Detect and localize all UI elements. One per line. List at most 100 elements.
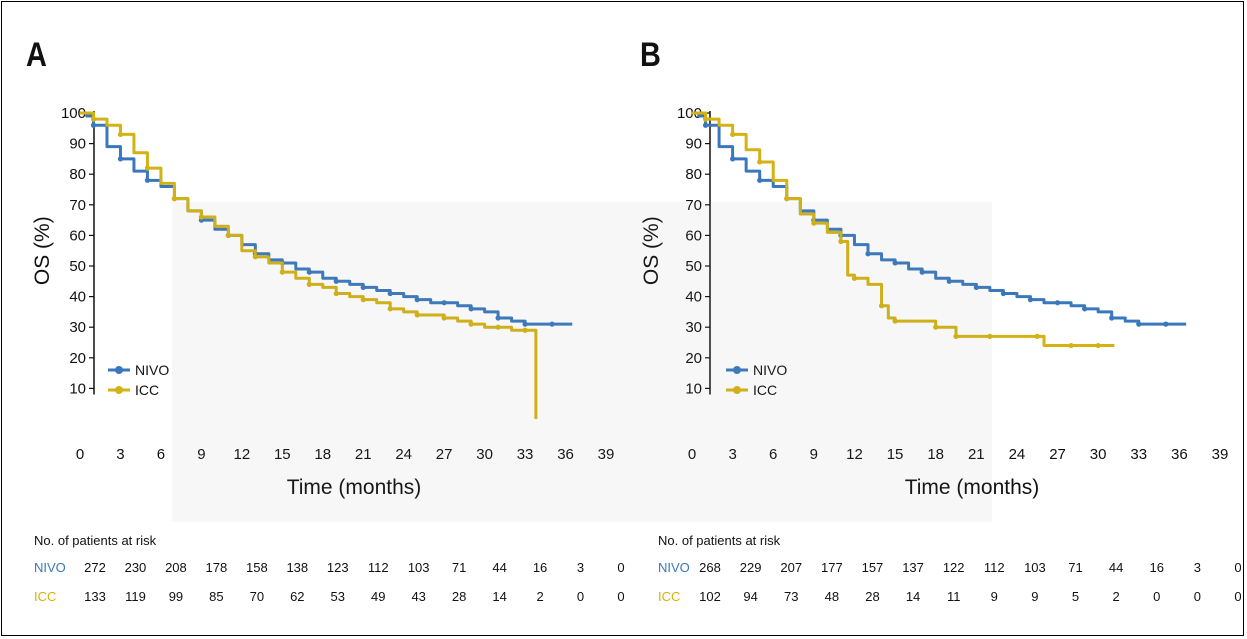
risk-cell: 9: [990, 589, 998, 604]
censor-mark: [198, 214, 204, 220]
risk-cell: 99: [168, 589, 184, 604]
risk-cell: 208: [165, 560, 187, 575]
x-tick-label: 18: [927, 446, 944, 463]
risk-cell: 230: [124, 560, 147, 575]
legend-label: ICC: [753, 382, 777, 398]
censor-mark: [946, 278, 952, 284]
x-tick-label: 39: [598, 446, 615, 463]
x-tick-label: 33: [1130, 446, 1147, 463]
censor-mark: [838, 238, 844, 245]
legend-label: NIVO: [753, 362, 787, 378]
risk-cell: 133: [84, 589, 106, 604]
censor-mark: [306, 269, 312, 275]
risk-cell: 44: [492, 560, 507, 575]
risk-cell: 103: [1024, 560, 1046, 575]
risk-cell: 14: [492, 589, 507, 604]
censor-mark: [360, 284, 366, 291]
censor-mark: [953, 333, 959, 339]
censor-mark: [333, 278, 339, 284]
risk-cell: 0: [1234, 589, 1242, 604]
risk-cell: 272: [84, 560, 106, 575]
x-tick-label: 36: [1171, 446, 1188, 463]
risk-cell: 157: [861, 560, 884, 575]
y-tick-label: 100: [61, 105, 86, 122]
panel-letter-a: A: [26, 36, 47, 74]
censor-mark: [414, 297, 420, 303]
risk-cell: 138: [286, 560, 309, 575]
y-tick-label: 40: [69, 289, 86, 306]
censor-mark: [279, 269, 285, 275]
x-tick-label: 21: [968, 446, 985, 463]
x-tick-label: 12: [846, 446, 863, 463]
risk-cell: 0: [1153, 589, 1161, 604]
censor-mark: [117, 131, 124, 138]
risk-cell: 14: [905, 589, 921, 604]
censor-mark: [1082, 306, 1088, 312]
risk-cell: 9: [1031, 589, 1039, 604]
y-axis-title: OS (%): [31, 216, 54, 285]
risk-cell: 119: [125, 589, 146, 604]
risk-cell: 0: [576, 589, 585, 604]
x-axis-title: Time (months): [905, 476, 1040, 499]
censor-mark: [90, 116, 97, 122]
censor-mark: [892, 318, 898, 324]
panel-letter-b: B: [640, 36, 661, 74]
risk-cell: 2: [1112, 589, 1120, 604]
censor-mark: [117, 156, 124, 162]
risk-cell: 70: [249, 589, 265, 604]
censor-mark: [1068, 342, 1074, 349]
censor-mark: [495, 324, 501, 330]
x-tick-label: 21: [355, 446, 372, 463]
censor-mark: [441, 300, 447, 306]
risk-table-title-a: No. of patients at risk: [34, 533, 157, 548]
risk-cell: 48: [824, 589, 840, 604]
panel-b: B 10 20 30 40 50 60 70 80 90 100 0 3 6 9 12 15 18 21 24 27 3…: [622, 2, 1242, 637]
risk-cell: 102: [699, 589, 721, 604]
panel-a: A 10 20 30 40 50 60 70 80 90 100 0 3 6 9 12 15 18 21 24 27 3…: [2, 2, 625, 637]
censor-mark: [549, 321, 555, 327]
risk-table-title-b: No. of patients at risk: [658, 533, 781, 548]
y-tick-label: 30: [69, 319, 86, 336]
censor-mark: [225, 232, 231, 238]
censor-mark: [360, 297, 366, 303]
censor-mark: [522, 321, 528, 327]
x-tick-label: 6: [769, 446, 777, 463]
risk-cell: 71: [1068, 560, 1083, 575]
risk-cell: 123: [326, 560, 349, 575]
censor-mark: [522, 327, 528, 333]
risk-cell: 2: [536, 589, 544, 604]
censor-mark: [757, 159, 763, 165]
censor-mark: [702, 122, 709, 128]
risk-cell: 0: [1234, 560, 1242, 575]
censor-mark: [730, 131, 736, 138]
x-tick-label: 15: [887, 446, 904, 463]
risk-cell: 158: [245, 560, 268, 575]
risk-cell: 16: [1149, 560, 1164, 575]
y-tick-label: 60: [685, 227, 702, 244]
risk-cell: 0: [1193, 589, 1201, 604]
risk-cell: 268: [699, 560, 721, 575]
censor-mark: [1136, 321, 1142, 327]
risk-cell: 11: [946, 589, 961, 604]
risk-cell: 28: [451, 589, 467, 604]
x-tick-label: 33: [517, 446, 534, 463]
y-tick-label: 40: [685, 289, 702, 306]
risk-cell: 49: [370, 589, 386, 604]
risk-cell: 122: [942, 560, 965, 575]
censor-mark: [144, 177, 151, 183]
censor-mark: [1095, 342, 1101, 349]
y-tick-label: 80: [685, 166, 702, 183]
censor-mark: [919, 269, 925, 275]
risk-cell: 62: [290, 589, 305, 604]
risk-cell: 3: [1193, 560, 1201, 575]
censor-mark: [441, 315, 447, 321]
censor-mark: [1000, 290, 1006, 297]
x-tick-label: 12: [234, 446, 251, 463]
censor-mark: [730, 156, 736, 162]
censor-mark: [784, 196, 790, 202]
legend-marker: [733, 366, 741, 374]
x-tick-label: 0: [688, 446, 696, 463]
risk-cell: 112: [983, 560, 1005, 575]
x-tick-label: 9: [197, 446, 205, 463]
